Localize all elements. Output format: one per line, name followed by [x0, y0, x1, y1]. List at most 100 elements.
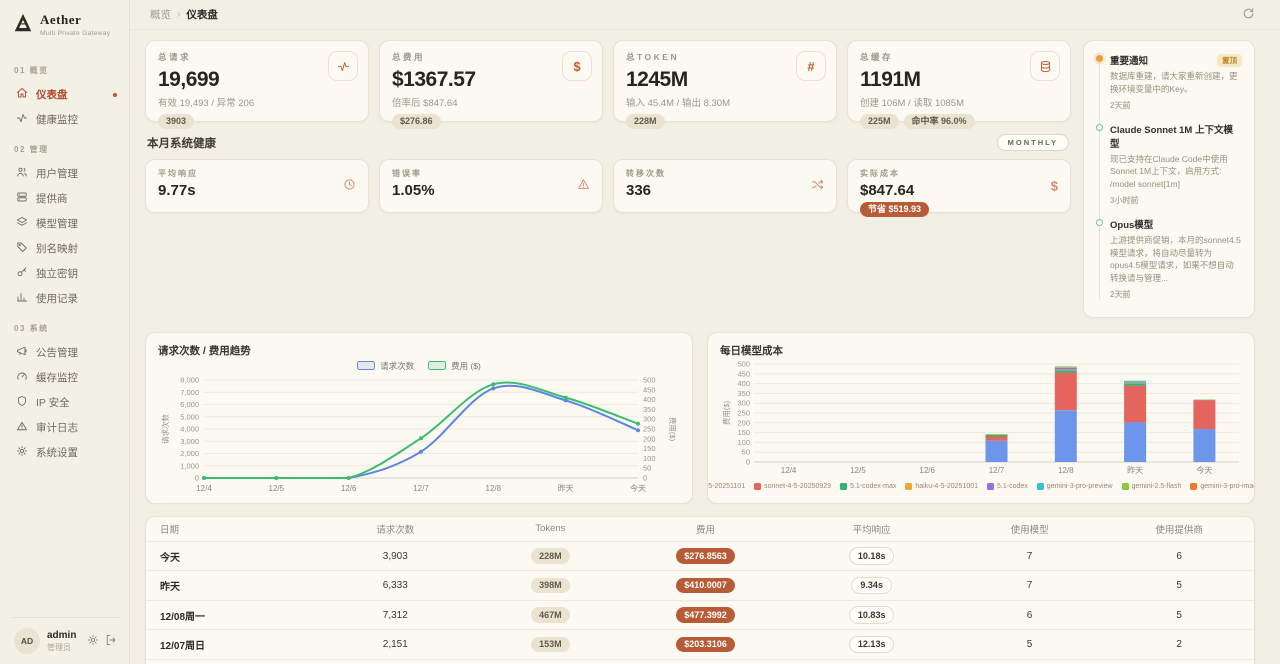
legend-item[interactable]: gemini-3-pro-preview	[1036, 482, 1113, 490]
cell-date: 昨天	[160, 582, 180, 593]
table-row[interactable]: 12/08周一 7,312 467M $477.3992 10.83s 6 5	[146, 599, 1254, 630]
topbar: 概览 › 仪表盘	[130, 0, 1280, 30]
svg-text:5,000: 5,000	[180, 412, 199, 421]
stat-subtext: 有效 19,493 / 异常 206	[158, 98, 255, 109]
legend-swatch	[754, 482, 762, 490]
cost-badge: $477.3992	[676, 607, 735, 623]
sidebar-item-system-settings[interactable]: 系统设置	[12, 440, 119, 465]
sidebar-item-health-monitor[interactable]: 健康监控	[12, 107, 119, 132]
table-row[interactable]: 昨天 6,333 398M $410.0007 9.34s 7 5	[146, 570, 1254, 600]
logo-icon	[14, 13, 32, 32]
svg-text:250: 250	[643, 424, 656, 433]
tokens-badge: 228M	[531, 548, 570, 564]
error-rate-icon	[577, 178, 590, 194]
sidebar-item-label: 审计日志	[36, 422, 78, 434]
refresh-icon[interactable]	[1242, 7, 1255, 23]
legend-swatch	[1121, 482, 1129, 490]
legend-item[interactable]: opus-4-5-20251101	[708, 483, 745, 490]
legend-label: gemini-3-pro-preview	[1046, 482, 1113, 490]
legend-item[interactable]: 5.1-codex-max	[840, 482, 896, 490]
tag-icon	[16, 241, 28, 256]
legend-item[interactable]: sonnet-4-5-20250929	[754, 482, 831, 490]
announcement-time: 3小时前	[1110, 195, 1139, 205]
legend-label: 5.1-codex	[997, 482, 1028, 490]
logout-icon[interactable]	[105, 634, 117, 649]
announcement-item[interactable]: 重要通知 置顶 数据库重建，请大家重新创建，更换环境变量中的Key。 2天前	[1096, 53, 1242, 111]
cell-date: 今天	[160, 552, 180, 564]
announcement-time: 2天前	[1110, 289, 1131, 299]
svg-text:200: 200	[643, 434, 656, 443]
stat-card-total-tokens: 总TOKEN # 1245M 输入 45.4M / 输出 8.30M 228M	[613, 40, 837, 129]
svg-text:12/6: 12/6	[341, 484, 357, 493]
svg-text:8,000: 8,000	[180, 375, 199, 384]
chart-title: 每日模型成本	[720, 344, 783, 357]
sidebar-item-usage-records[interactable]: 使用记录	[12, 286, 119, 311]
cell-providers: 6	[1176, 550, 1182, 562]
cell-models: 7	[1026, 580, 1033, 591]
avg-response-badge: 12.13s	[848, 635, 895, 654]
legend-item[interactable]: haiku-4-5-20251001	[905, 482, 978, 490]
health-value: 9.77s	[158, 182, 196, 199]
sidebar-item-label: IP 安全	[36, 397, 70, 409]
legend-item[interactable]: gemini-3-pro-image-preview	[1190, 482, 1254, 490]
sidebar-item-providers[interactable]: 提供商	[12, 186, 119, 211]
dashboard-content: 总请求 19,699 有效 19,493 / 异常 206 3903 总费用 $…	[130, 30, 1280, 664]
sidebar-item-standalone-keys[interactable]: 独立密钥	[12, 261, 119, 286]
legend-item[interactable]: 5.1-codex	[987, 482, 1028, 490]
timeline-dot	[1096, 123, 1103, 131]
cell-providers: 2	[1176, 639, 1182, 650]
announcements-timeline: 重要通知 置顶 数据库重建，请大家重新创建，更换环境变量中的Key。 2天前 C…	[1096, 53, 1242, 311]
breadcrumb-root[interactable]: 概览	[150, 9, 171, 21]
svg-text:350: 350	[737, 389, 750, 398]
settings-gear-icon[interactable]	[87, 634, 99, 649]
sidebar-item-cache-monitor[interactable]: 缓存监控	[12, 365, 119, 390]
table-row[interactable]: 今天 3,903 228M $276.8563 10.18s 7 6	[146, 540, 1254, 571]
legend-item[interactable]: 费用 ($)	[428, 360, 481, 372]
stat-card-total-cost: 总费用 $ $1367.57 倍率后 $847.64 $276.86	[379, 40, 603, 129]
legend-label: gemini-2.5-flash	[1131, 482, 1182, 490]
sidebar-item-dashboard[interactable]: 仪表盘	[12, 82, 119, 107]
legend-swatch	[840, 482, 848, 490]
cell-requests: 6,333	[382, 580, 408, 591]
sidebar-item-label: 缓存监控	[36, 372, 78, 384]
column-header: 日期	[160, 524, 180, 536]
sidebar-item-label: 模型管理	[36, 218, 78, 230]
stat-badge: 228M	[626, 114, 665, 129]
app-title: Aether	[40, 12, 82, 27]
sidebar-item-ip-security[interactable]: IP 安全	[12, 390, 119, 415]
main-area: 概览 › 仪表盘 总请求 19,699 有效 19,493 / 异常 206 3…	[130, 0, 1280, 664]
announcement-body: 数据库重建，请大家重新创建，更换环境变量中的Key。	[1110, 71, 1238, 94]
sidebar-item-announcements[interactable]: 公告管理	[12, 340, 119, 365]
daily-usage-table: 日期 请求次数 Tokens 费用 平均响应 使用模型 使用提供商 今天 3,903 228…	[145, 515, 1255, 664]
announcement-item[interactable]: Opus模型 上游提供商促销，本月的sonnet4.5模型请求，将自动尽量转为o…	[1096, 217, 1242, 300]
stat-label: 总缓存	[860, 52, 894, 62]
svg-text:昨天: 昨天	[558, 483, 574, 493]
table-row[interactable]: 12/07周日 2,151 153M $203.3106 12.13s 5 2	[146, 629, 1254, 659]
stat-subtext: 输入 45.4M / 输出 8.30M	[626, 98, 731, 109]
stat-label: 总费用	[392, 52, 426, 62]
sidebar-item-label: 健康监控	[36, 114, 78, 126]
svg-text:500: 500	[737, 359, 750, 368]
legend-item[interactable]: gemini-2.5-flash	[1121, 482, 1182, 490]
health-label: 错误率	[392, 169, 422, 178]
stat-badge: $276.86	[392, 114, 441, 129]
pinned-badge: 置顶	[1217, 53, 1242, 67]
svg-text:今天: 今天	[1196, 465, 1212, 475]
daily-model-cost-chart: 每日模型成本 0 50 100 150 200 250 300 350 400 450 500 12/…	[707, 331, 1255, 504]
svg-text:400: 400	[737, 379, 750, 388]
sidebar-item-model-management[interactable]: 模型管理	[12, 211, 119, 236]
sidebar-nav: 01 概览 仪表盘 健康监控 02 管理 用户管理 提供商 模型管理	[12, 53, 119, 617]
legend-swatch	[428, 361, 447, 371]
sidebar-item-alias-mapping[interactable]: 别名映射	[12, 236, 119, 261]
sidebar-item-audit-logs[interactable]: 审计日志	[12, 415, 119, 440]
stat-badge: 225M	[860, 114, 899, 129]
legend-item[interactable]: 请求次数	[357, 360, 414, 372]
announcement-item[interactable]: Claude Sonnet 1M 上下文模型 现已支持在Claude Code中…	[1096, 122, 1242, 206]
health-card-avg-response: 平均响应 9.77s	[145, 159, 369, 213]
sidebar-item-user-management[interactable]: 用户管理	[12, 161, 119, 186]
home-icon	[16, 87, 28, 102]
cell-requests: 7,312	[382, 609, 408, 621]
svg-text:0: 0	[195, 473, 199, 482]
tokens-badge: 398M	[531, 577, 570, 594]
